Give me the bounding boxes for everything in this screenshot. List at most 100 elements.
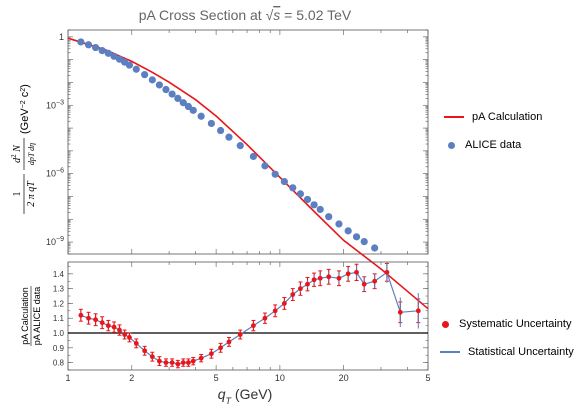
upper-y-tick-label: 10−3: [46, 99, 64, 110]
ratio-label-denominator: pA ALICE data: [32, 287, 42, 346]
y-label-unit-close: ): [19, 84, 31, 88]
y-label-frac2-den: dpT dη: [27, 143, 36, 165]
y-label-frac1-num: 1: [12, 192, 23, 197]
ratio-label-numerator: pA Calculation: [20, 287, 30, 345]
alice-data-point: [310, 201, 318, 209]
ratio-y-tick-label: 0.9: [53, 344, 65, 353]
y-label-unit-gev: (GeV: [19, 108, 31, 134]
legend-entry-calculation: pA Calculation: [444, 111, 542, 123]
y-tick-exponent: −9: [56, 236, 64, 243]
ratio-data-point: [78, 312, 84, 318]
ratio-data-point: [354, 269, 359, 275]
alice-data-point: [125, 61, 134, 69]
alice-data-point: [236, 142, 244, 150]
x-tick-label: 5: [214, 373, 219, 383]
ratio-data-point: [157, 358, 162, 364]
ratio-data-point: [218, 345, 223, 351]
alice-data-point: [189, 106, 197, 114]
pa-calculation-line: [67, 37, 429, 310]
ratio-data-point: [384, 269, 390, 275]
legend-label-calculation: pA Calculation: [472, 111, 543, 123]
y-label-unit-c: c: [19, 91, 31, 100]
ratio-data-point: [149, 354, 155, 360]
ratio-data-point: [290, 292, 296, 297]
alice-data-point: [184, 102, 192, 111]
alice-data-point: [271, 170, 279, 178]
legend-label-alice: ALICE data: [465, 139, 522, 151]
alice-data-point: [360, 237, 368, 246]
alice-data-point: [261, 162, 269, 170]
alice-data-point: [207, 119, 215, 128]
ratio-data-point: [185, 360, 191, 366]
upper-axis-ticks: [67, 29, 429, 255]
chart-title-suffix: = 5.02 TeV: [280, 7, 352, 23]
x-axis-label-sub: T: [226, 396, 233, 406]
ratio-data-point: [169, 360, 175, 366]
ratio-data-point: [198, 355, 204, 361]
ratio-data-point: [86, 315, 91, 321]
legend-entry-systematic: Systematic Uncertainty: [440, 318, 571, 330]
x-tick-label: 5: [425, 373, 430, 383]
x-tick-label: 1: [65, 373, 70, 383]
y-tick-exponent: −3: [56, 99, 64, 106]
alice-data-point: [371, 244, 379, 252]
upper-y-tick-label: 1: [59, 32, 64, 42]
ratio-data-point: [93, 317, 99, 323]
ratio-y-tick-label: 1.0: [53, 329, 65, 338]
legend-swatch-calculation: [444, 116, 464, 118]
legend-swatch-alice: [448, 141, 455, 149]
chart-title-sqrt-symbol: √: [266, 7, 274, 23]
legend-label-systematic: Systematic Uncertainty: [459, 318, 572, 330]
y-label-frac1-den: 2 π qT: [26, 180, 37, 207]
lower-x-tick-labels: 1 2 5 10 20 5: [65, 373, 430, 383]
lower-plot-area: [68, 262, 428, 369]
x-axis-label-unit: (GeV): [231, 386, 272, 402]
ratio-data-point: [127, 335, 132, 340]
ratio-data-point: [111, 324, 117, 330]
legend-entry-statistical: Statistical Uncertainty: [440, 346, 574, 358]
alice-data-point: [174, 94, 182, 103]
alice-data-point: [84, 41, 93, 49]
ratio-data-point: [237, 332, 243, 337]
y-label-unit-exp: −2: [20, 100, 27, 108]
ratio-data-point: [272, 308, 278, 314]
lower-axis-ticks: [67, 262, 429, 371]
ratio-data-point: [336, 275, 342, 281]
ratio-data-point: [190, 358, 196, 364]
ratio-data-point: [175, 361, 181, 367]
alice-data-point: [216, 126, 225, 135]
alice-data-point: [155, 81, 164, 89]
ratio-data-point: [311, 277, 317, 283]
ratio-y-tick-label: 1.4: [53, 270, 65, 279]
x-tick-label: 10: [275, 373, 285, 383]
alice-data-point: [352, 233, 361, 241]
alice-data-point: [110, 52, 118, 60]
ratio-data-point: [262, 315, 268, 321]
ratio-data-point: [326, 274, 332, 280]
ratio-data-point: [298, 286, 303, 292]
ratio-data-point: [133, 340, 139, 346]
alice-data-point: [289, 184, 297, 192]
ratio-data-point: [397, 309, 403, 315]
upper-y-tick-label: 10−6: [46, 168, 64, 179]
ratio-data-point: [305, 281, 310, 287]
alice-data-point: [148, 76, 156, 84]
alice-data-point: [316, 205, 324, 214]
y-label-units: (GeV−2 c2): [19, 84, 31, 134]
x-axis-label-q: q: [218, 386, 226, 402]
upper-legend: pA Calculation ALICE data: [444, 111, 579, 157]
y-label-d: d: [12, 157, 23, 163]
alice-data-point: [162, 85, 170, 94]
ratio-data-point: [180, 360, 186, 366]
ratio-data-point: [142, 348, 148, 354]
alice-data-point: [98, 46, 106, 55]
ratio-data-point: [226, 339, 232, 345]
x-tick-label: 20: [339, 373, 349, 383]
chart-title: pA Cross Section at √s = 5.02 TeV: [139, 7, 352, 23]
alice-data-point: [335, 220, 343, 228]
ratio-y-tick-label: 1.2: [53, 299, 65, 308]
ratio-data-point: [251, 323, 256, 329]
alice-data-point: [132, 65, 140, 73]
ratio-data-point: [117, 327, 122, 333]
alice-data-point: [197, 112, 205, 120]
